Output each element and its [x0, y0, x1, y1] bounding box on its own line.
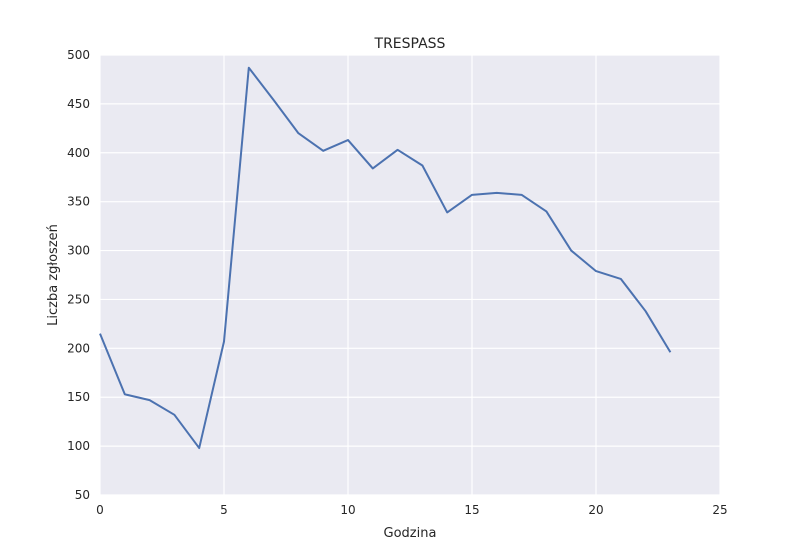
- x-tick-label: 10: [340, 503, 355, 517]
- plot-background: [100, 55, 720, 495]
- y-tick-label: 250: [67, 292, 90, 306]
- data-point: [246, 65, 251, 70]
- data-point: [296, 131, 301, 136]
- data-point: [321, 148, 326, 153]
- x-tick-label: 0: [96, 503, 104, 517]
- data-point: [519, 192, 524, 197]
- y-axis-ticks: 50 100 150 200 250 300 350 400 450 500: [67, 48, 90, 502]
- x-tick-label: 5: [220, 503, 228, 517]
- data-point: [544, 209, 549, 214]
- data-point: [594, 269, 599, 274]
- data-point: [494, 190, 499, 195]
- y-tick-label: 450: [67, 97, 90, 111]
- series-line: [99, 66, 672, 450]
- x-tick-label: 25: [712, 503, 727, 517]
- y-tick-label: 400: [67, 146, 90, 160]
- x-axis-label: Godzina: [384, 526, 437, 541]
- data-point: [470, 192, 475, 197]
- y-tick-label: 300: [67, 244, 90, 258]
- data-point: [197, 446, 202, 451]
- x-axis-ticks: 0 5 10 15 20 25: [96, 503, 727, 517]
- y-tick-label: 150: [67, 390, 90, 404]
- y-tick-label: 100: [67, 439, 90, 453]
- y-tick-label: 500: [67, 48, 90, 62]
- data-point: [445, 210, 450, 215]
- data-point: [420, 163, 425, 168]
- x-tick-label: 20: [588, 503, 603, 517]
- y-tick-label: 350: [67, 195, 90, 209]
- data-point: [569, 248, 574, 253]
- x-tick-label: 15: [464, 503, 479, 517]
- chart-title: TRESPASS: [374, 36, 446, 52]
- data-point: [668, 350, 673, 355]
- data-point: [98, 331, 103, 336]
- data-point: [346, 138, 351, 143]
- data-point: [618, 276, 623, 281]
- grid-lines: [99, 54, 721, 496]
- data-point: [147, 398, 152, 403]
- y-tick-label: 200: [67, 341, 90, 355]
- data-point: [172, 412, 177, 417]
- data-point: [370, 166, 375, 171]
- y-tick-label: 50: [75, 488, 90, 502]
- data-point: [271, 97, 276, 102]
- y-axis-label: Liczba zgłoszeń: [46, 224, 61, 326]
- data-point: [222, 339, 227, 344]
- series-layer: [98, 65, 673, 451]
- data-point: [643, 309, 648, 314]
- data-point: [122, 392, 127, 397]
- data-point: [395, 147, 400, 152]
